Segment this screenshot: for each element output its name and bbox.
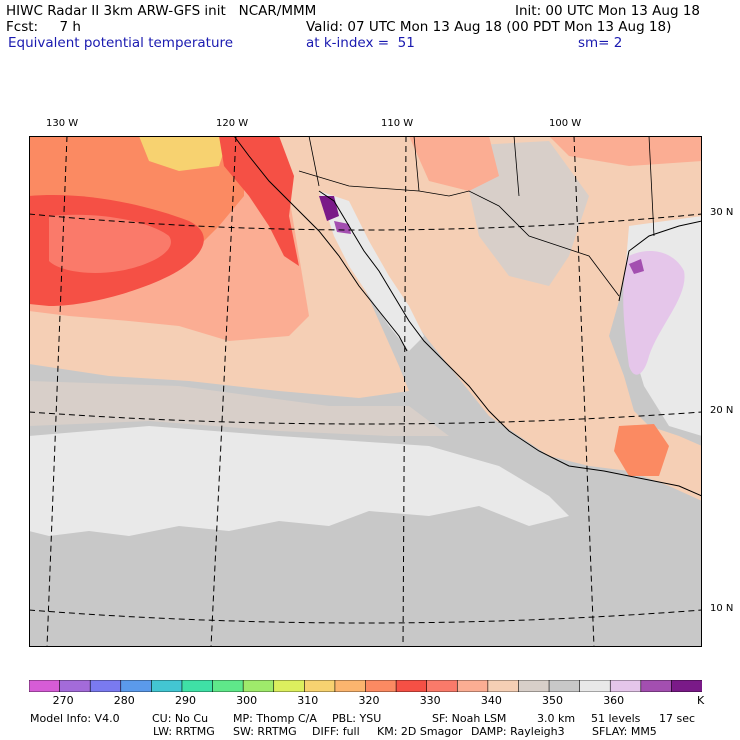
- level-label: at k-index = 51: [306, 35, 415, 51]
- color-scale-tick-label: 270: [52, 694, 74, 707]
- color-swatch: [456, 680, 489, 692]
- lon-label-110w: 110 W: [381, 118, 414, 129]
- lon-label-130w: 130 W: [46, 118, 79, 129]
- lon-label-120w: 120 W: [216, 118, 249, 129]
- map-frame: [29, 136, 702, 647]
- color-swatch: [273, 680, 306, 692]
- footer-diff: DIFF: full: [312, 725, 360, 738]
- footer-resolution: 3.0 km: [537, 712, 576, 725]
- color-swatch: [365, 680, 397, 692]
- color-swatch: [395, 680, 428, 692]
- graticule: [29, 136, 702, 647]
- smoothing-label: sm= 2: [578, 35, 623, 51]
- pacific-yellow-patch: [139, 136, 229, 171]
- footer-timestep: 17 sec: [659, 712, 696, 725]
- color-swatch: [242, 680, 275, 692]
- tropical-grey-light: [29, 381, 449, 436]
- footer-mp: MP: Thomp C/A: [233, 712, 317, 725]
- plot-title: HIWC Radar II 3km ARW-GFS init NCAR/MMM: [6, 3, 317, 19]
- lat-label-20n: 20 N: [710, 405, 734, 416]
- theta-e-map: [29, 136, 702, 647]
- color-scale: [29, 680, 702, 692]
- color-swatch: [579, 680, 612, 692]
- lat-label-10n: 10 N: [710, 603, 734, 614]
- color-swatch: [151, 680, 183, 692]
- valid-time: Valid: 07 UTC Mon 13 Aug 18 (00 PDT Mon …: [306, 19, 672, 35]
- california-coast-red: [219, 136, 299, 266]
- color-swatch: [548, 680, 581, 692]
- baja-lavender: [334, 221, 351, 234]
- footer-cu: CU: No Cu: [152, 712, 209, 725]
- color-scale-tick-label: 280: [113, 694, 135, 707]
- color-scale-units: K: [697, 694, 705, 707]
- color-scale-tick-label: 330: [419, 694, 441, 707]
- tropical-white-band: [29, 426, 569, 536]
- gulf-lavender: [623, 251, 685, 375]
- footer-sw: SW: RRTMG: [233, 725, 297, 738]
- tehuantepec-red: [614, 424, 669, 476]
- color-swatch: [640, 680, 673, 692]
- color-swatch: [181, 680, 214, 692]
- footer-pbl: PBL: YSU: [332, 712, 382, 725]
- color-swatch: [487, 680, 520, 692]
- color-swatch: [120, 680, 153, 692]
- pacific-swirl-inner: [49, 214, 171, 273]
- color-scale-tick-label: 350: [542, 694, 563, 707]
- color-swatch: [518, 680, 550, 692]
- lon-label-100w: 100 W: [549, 118, 582, 129]
- lat-label-30n: 30 N: [710, 207, 734, 218]
- footer-lw: LW: RRTMG: [153, 725, 215, 738]
- footer-model-info: Model Info: V4.0: [30, 712, 120, 725]
- color-scale-tick-label: 340: [480, 694, 502, 707]
- footer-damp: DAMP: Rayleigh3: [471, 725, 565, 738]
- footer-sflay: SFLAY: MM5: [592, 725, 657, 738]
- color-swatch: [59, 680, 91, 692]
- borders: [298, 136, 655, 297]
- us-warm-patches: [409, 136, 702, 191]
- baja-purple: [319, 196, 339, 221]
- footer-km: KM: 2D Smagor: [377, 725, 463, 738]
- footer-sf: SF: Noah LSM: [432, 712, 507, 725]
- land-field: [284, 136, 702, 501]
- color-swatch: [304, 680, 336, 692]
- color-scale-tick-label: 320: [358, 694, 380, 707]
- color-scale-tick-label: 290: [175, 694, 196, 707]
- coastline: [233, 136, 702, 497]
- color-scale-tick-label: 300: [236, 694, 258, 707]
- color-swatch: [29, 680, 61, 692]
- texas-purple: [629, 259, 644, 274]
- color-scale-tick-label: 360: [603, 694, 625, 707]
- forecast-hour: Fcst: 7 h: [6, 19, 81, 35]
- field-name: Equivalent potential temperature: [8, 35, 234, 51]
- color-swatch: [212, 680, 244, 692]
- color-swatch: [89, 680, 122, 692]
- footer-levels: 51 levels: [591, 712, 641, 725]
- color-swatch: [426, 680, 459, 692]
- color-scale-tick-label: 310: [297, 694, 319, 707]
- color-swatch: [334, 680, 367, 692]
- color-swatch: [671, 680, 702, 692]
- init-time: Init: 00 UTC Mon 13 Aug 18: [515, 3, 700, 19]
- color-swatch: [609, 680, 642, 692]
